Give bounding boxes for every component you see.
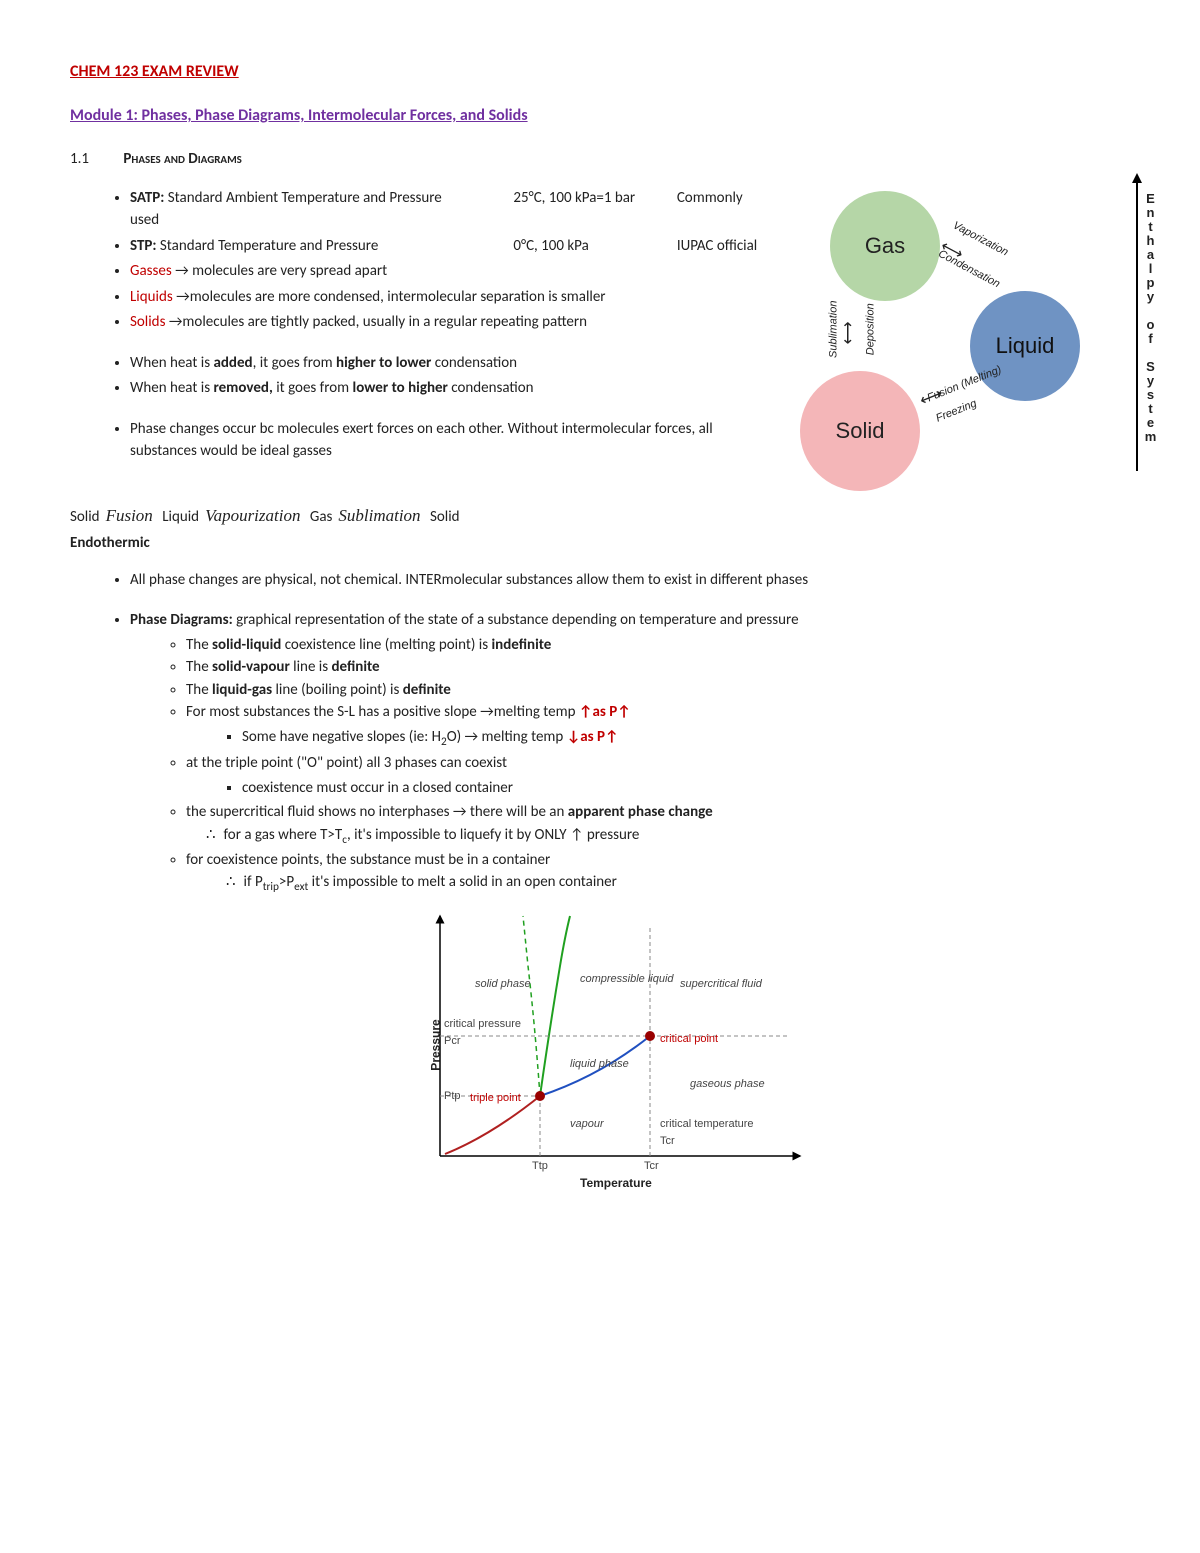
module-title: Module 1: Phases, Phase Diagrams, Interm… <box>70 104 1130 128</box>
section-header: 1.1 Phases and Diagrams <box>70 148 1130 171</box>
pd-super: the supercritical fluid shows no interph… <box>186 801 1130 848</box>
y-axis-label: Pressure <box>427 1019 445 1070</box>
phase-change-note: Phase changes occur bc molecules exert f… <box>130 418 770 463</box>
vapour-label: vapour <box>570 1116 604 1133</box>
gasses-item: Gasses → molecules are very spread apart <box>130 260 770 283</box>
tcr-axis: Tcr <box>644 1158 659 1175</box>
solid-phase-label: solid phase <box>475 976 531 993</box>
ptp-label: Ptp <box>444 1088 461 1105</box>
ttp-label: Ttp <box>532 1158 548 1175</box>
pd-slope-neg: Some have negative slopes (ie: H2O) → me… <box>242 726 1130 751</box>
triple-point-label: triple point <box>470 1090 521 1107</box>
liquid-phase-label: liquid phase <box>570 1056 629 1073</box>
tcr-label: critical temperatureTcr <box>660 1116 754 1149</box>
phase-triangle-diagram: Gas Liquid Solid Enthalpy of System Vapo… <box>770 181 1130 491</box>
pd-super-sub: for a gas where T>Tc, it's impossible to… <box>206 824 1130 849</box>
pd-slope: For most substances the S-L has a positi… <box>186 701 1130 750</box>
gaseous-label: gaseous phase <box>690 1076 765 1093</box>
enthalpy-arrow <box>1136 181 1138 471</box>
phase-diagram-chart: solid phase compressible liquid supercri… <box>390 906 810 1186</box>
critical-point-label: critical point <box>660 1031 718 1048</box>
page-title: CHEM 123 EXAM REVIEW <box>70 60 1130 84</box>
stp-item: STP: Standard Temperature and Pressure 0… <box>130 235 770 258</box>
phase-chain: SolidFusion LiquidVapourization GasSubli… <box>70 503 1130 529</box>
compressible-label: compressible liquid <box>580 971 674 988</box>
heat-removed: When heat is removed, it goes from lower… <box>130 377 770 400</box>
gas-circle: Gas <box>830 191 940 301</box>
pd-lg: The liquid-gas line (boiling point) is d… <box>186 679 1130 702</box>
physical-note: All phase changes are physical, not chem… <box>130 569 1130 592</box>
deposition-label: Deposition <box>863 303 880 355</box>
section-num: 1.1 <box>70 148 120 171</box>
pd-coex: for coexistence points, the substance mu… <box>186 849 1130 872</box>
pd-triple: at the triple point ("O" point) all 3 ph… <box>186 752 1130 775</box>
heat-added: When heat is added, it goes from higher … <box>130 352 770 375</box>
supercritical-label: supercritical fluid <box>680 976 762 993</box>
pd-coex-sub: if Ptrip>Pext it's impossible to melt a … <box>226 871 1130 896</box>
liquids-item: Liquids →molecules are more condensed, i… <box>130 286 770 309</box>
x-axis-label: Temperature <box>580 1174 652 1192</box>
solid-circle: Solid <box>800 371 920 491</box>
enthalpy-label: Enthalpy of System <box>1141 191 1161 443</box>
section-title: Phases and Diagrams <box>123 150 241 168</box>
satp-item: SATP: Standard Ambient Temperature and P… <box>130 187 770 232</box>
pd-triple-sub: coexistence must occur in a closed conta… <box>242 777 1130 800</box>
solids-item: Solids →molecules are tightly packed, us… <box>130 311 770 334</box>
phase-diagrams-item: Phase Diagrams: graphical representation… <box>130 609 1130 896</box>
pd-sv: The solid-vapour line is definite <box>186 656 1130 679</box>
pcr-label: critical pressurePcr <box>444 1016 521 1049</box>
endothermic: Endothermic <box>70 532 1130 555</box>
pd-sl: The solid-liquid coexistence line (melti… <box>186 634 1130 657</box>
